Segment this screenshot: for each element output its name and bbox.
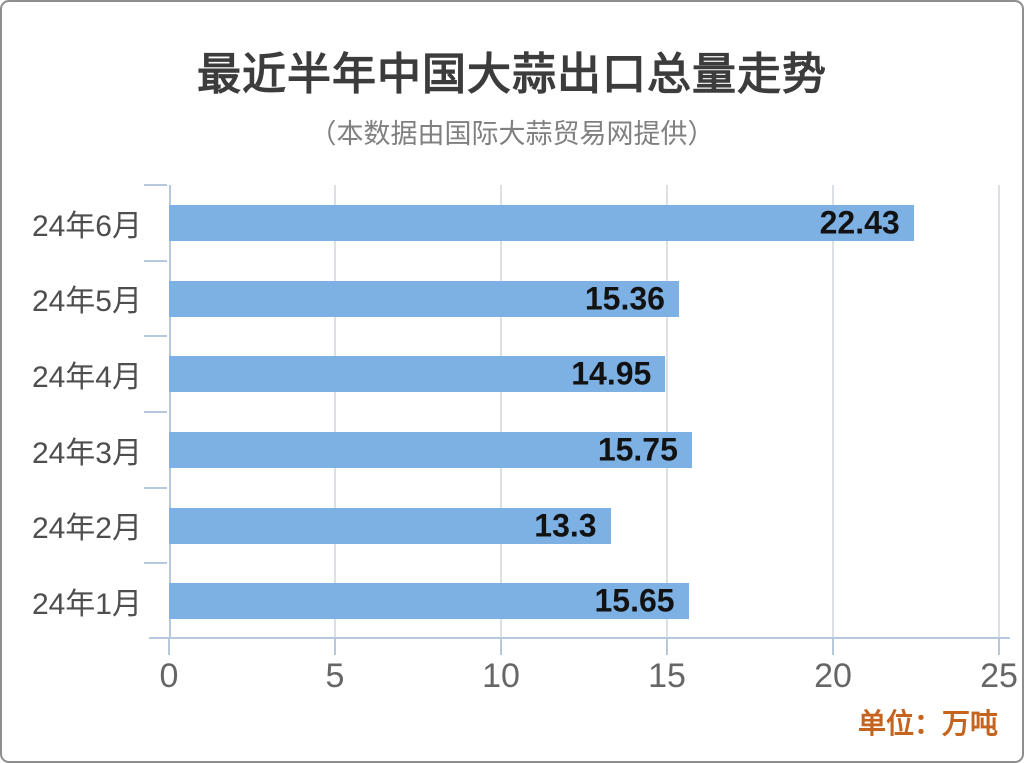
x-tick xyxy=(666,639,668,655)
y-tick xyxy=(144,335,167,338)
y-tick xyxy=(144,259,167,262)
x-tick xyxy=(168,639,170,655)
bar-value-label: 15.36 xyxy=(584,280,665,316)
bar-value-label: 15.65 xyxy=(594,582,675,619)
y-tick xyxy=(144,184,167,186)
category-label: 24年3月 xyxy=(31,436,142,470)
category-label: 24年4月 xyxy=(31,361,142,395)
x-tick xyxy=(500,639,502,655)
category-label: 24年2月 xyxy=(31,512,142,546)
bar: 14.95 xyxy=(169,355,666,393)
bar: 15.75 xyxy=(169,431,692,468)
category-label: 24年6月 xyxy=(31,209,142,243)
y-tick xyxy=(144,486,167,489)
gridline-25 xyxy=(998,185,1000,639)
gridline-10 xyxy=(500,185,502,639)
gridline-5 xyxy=(334,185,336,639)
x-tick-label: 10 xyxy=(482,657,520,695)
chart-title: 最近半年中国大蒜出口总量走势 xyxy=(197,50,827,99)
x-tick-label: 20 xyxy=(814,657,852,695)
x-tick-label: 5 xyxy=(325,657,345,695)
bar-value-label: 15.75 xyxy=(597,431,678,468)
chart-subtitle: （本数据由国际大蒜贸易网提供） xyxy=(309,119,715,149)
x-axis-line xyxy=(149,637,1010,639)
x-tick xyxy=(832,639,834,655)
x-tick xyxy=(998,639,1000,655)
y-axis-line xyxy=(169,185,171,639)
x-tick-label: 0 xyxy=(159,657,179,695)
gridline-20 xyxy=(832,185,834,639)
category-label: 24年5月 xyxy=(31,285,142,319)
category-label: 24年1月 xyxy=(31,588,142,622)
bar-value-label: 22.43 xyxy=(819,204,900,241)
x-tick xyxy=(334,639,336,655)
gridline-15 xyxy=(666,185,668,639)
bar-value-label: 14.95 xyxy=(571,355,652,392)
plot-area: 22.43 15.36 14.95 15.75 13.3 15.65 xyxy=(144,184,1000,639)
y-tick xyxy=(144,411,167,413)
y-tick xyxy=(144,562,167,565)
x-tick-label: 25 xyxy=(980,657,1018,695)
bar: 15.36 xyxy=(169,280,679,317)
category-axis: 24年6月 24年5月 24年4月 24年3月 24年2月 24年1月 xyxy=(2,185,142,639)
x-tick-label: 15 xyxy=(648,657,686,695)
bar-value-label: 13.3 xyxy=(534,507,597,543)
unit-label: 单位：万吨 xyxy=(857,708,998,739)
bar: 15.65 xyxy=(169,582,689,620)
bar: 13.3 xyxy=(169,507,611,544)
bar: 22.43 xyxy=(169,204,914,241)
